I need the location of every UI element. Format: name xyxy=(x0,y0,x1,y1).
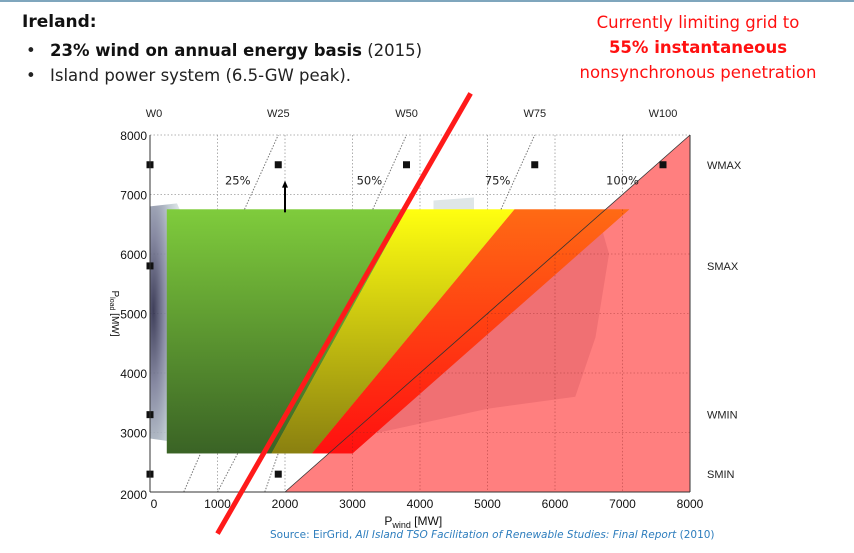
x-tick-label: 4000 xyxy=(407,497,434,511)
top-label-w0: W0 xyxy=(146,108,163,120)
x-tick-label: 8000 xyxy=(677,497,704,511)
arrow-head-icon xyxy=(282,180,288,188)
bullet-dot-icon: • xyxy=(26,66,36,85)
x-axis-label-unit: [MW] xyxy=(411,514,442,528)
x-axis-label: Pwind [MW] xyxy=(384,514,442,530)
y-tick-label: 6000 xyxy=(120,248,147,262)
penetration-line xyxy=(264,453,279,493)
bullet-item: • 23% wind on annual energy basis (2015) xyxy=(22,38,422,63)
y-axis-label: Pload [MW] xyxy=(108,290,120,336)
source-prefix: Source: EirGrid, xyxy=(270,529,356,541)
y-tick-label: 7000 xyxy=(120,189,147,203)
region-green-overlay xyxy=(166,209,407,454)
callout-line-2: 55% instantaneous xyxy=(608,38,788,57)
penetration-line xyxy=(217,453,239,493)
callout-line-1: Currently limiting grid to xyxy=(596,13,800,32)
bullet-bold-text: 23% wind on annual energy basis xyxy=(50,41,362,60)
x-tick-label: 7000 xyxy=(609,497,636,511)
x-tick-label: 1000 xyxy=(204,497,231,511)
marker-square xyxy=(531,161,539,169)
source-title: All Island TSO Facilitation of Renewable… xyxy=(355,529,677,541)
bullet-item: • Island power system (6.5-GW peak). xyxy=(22,63,422,88)
x-tick-label: 2000 xyxy=(272,497,299,511)
marker-square xyxy=(403,161,410,169)
bullet-dot-icon: • xyxy=(26,41,36,60)
x-tick-label: 5000 xyxy=(474,497,501,511)
y-tick-label: 4000 xyxy=(120,367,147,381)
x-tick-label: 3000 xyxy=(339,497,366,511)
top-label-w75: W75 xyxy=(523,108,546,120)
x-axis-label-main: P xyxy=(384,514,392,528)
penetration-label: 100% xyxy=(606,173,639,187)
top-label-w25: W25 xyxy=(267,108,290,120)
penetration-lines xyxy=(183,134,536,493)
y-axis-label-unit: [MW] xyxy=(109,310,120,336)
callout-text: Currently limiting grid to 55% instantan… xyxy=(548,10,848,85)
right-label-wmax: WMAX xyxy=(707,160,742,172)
marker-square xyxy=(274,161,282,169)
x-tick-label: 0 xyxy=(151,497,158,511)
slide-top-rule xyxy=(0,0,854,2)
bullet-list: • 23% wind on annual energy basis (2015) … xyxy=(22,38,422,88)
marker-square xyxy=(659,161,667,169)
limit-line-55pct xyxy=(215,92,473,535)
penetration-label: 75% xyxy=(485,173,511,187)
region-yellow-overlay xyxy=(271,209,515,454)
marker-square xyxy=(274,470,282,478)
penetration-line xyxy=(183,453,202,493)
source-citation: Source: EirGrid, All Island TSO Facilita… xyxy=(270,529,715,541)
y-axis-label-sub: load xyxy=(108,297,115,310)
source-suffix: (2010) xyxy=(676,529,715,541)
labels: 25% 50% 75% 100% 0 1000 2000 3000 4000 5000 6000 70… xyxy=(108,108,742,530)
x-tick-label: 6000 xyxy=(542,497,569,511)
penetration-label: 25% xyxy=(225,173,251,187)
penetration-label: 50% xyxy=(357,173,383,187)
diagonal-100pct xyxy=(284,134,691,493)
right-label-smin: SMIN xyxy=(707,469,735,481)
bullet-text: (2015) xyxy=(362,41,423,60)
y-tick-label: 5000 xyxy=(120,308,147,322)
y-tick-label: 3000 xyxy=(120,427,147,441)
bullet-text: Island power system (6.5-GW peak). xyxy=(50,66,352,85)
top-label-w100: W100 xyxy=(649,108,678,120)
x-axis-label-sub: wind xyxy=(391,520,411,530)
regions xyxy=(166,134,691,493)
callout-line-3: nonsynchronous penetration xyxy=(579,63,817,82)
region-orange-overlay xyxy=(312,209,630,454)
y-tick-label: 8000 xyxy=(120,129,147,143)
limit-line-layer xyxy=(215,92,473,535)
top-label-w50: W50 xyxy=(395,108,418,120)
slide-title: Ireland: xyxy=(22,12,97,32)
right-label-smax: SMAX xyxy=(707,261,739,273)
right-label-wmin: WMIN xyxy=(707,410,738,422)
y-tick-label: 2000 xyxy=(120,488,147,502)
y-axis-label-main: P xyxy=(109,290,120,297)
